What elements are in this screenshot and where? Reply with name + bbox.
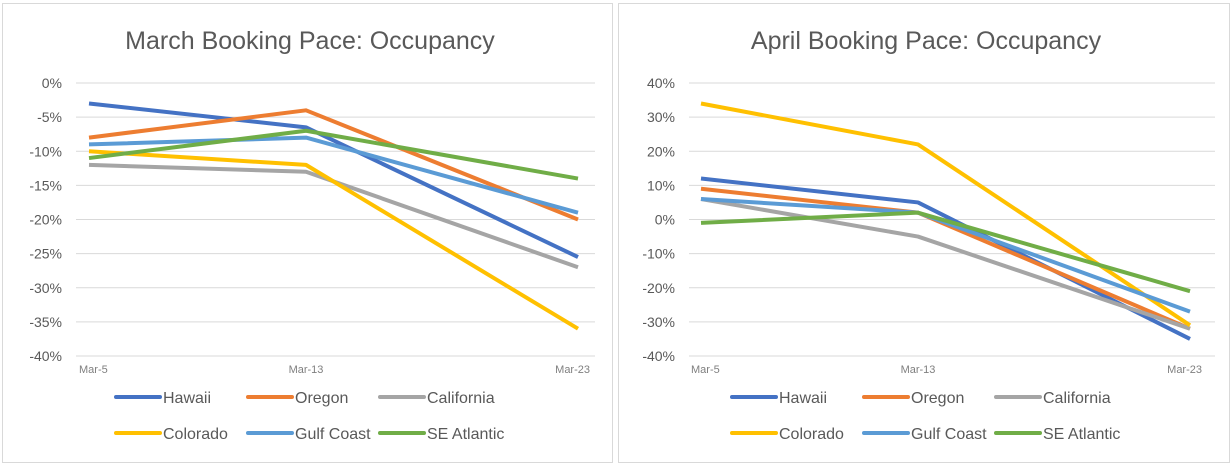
y-tick-label: 0% (42, 75, 62, 91)
y-tick-label: -30% (29, 280, 62, 296)
legend-label: Colorado (779, 426, 844, 443)
legend-label: SE Atlantic (427, 426, 504, 443)
y-tick-label: -15% (29, 177, 62, 193)
y-tick-label: -10% (29, 143, 62, 159)
x-tick-label: Mar-23 (1167, 364, 1202, 376)
y-tick-label: 30% (647, 109, 675, 125)
x-tick-label: Mar-5 (691, 364, 720, 376)
y-tick-label: -5% (37, 109, 62, 125)
y-tick-label: -10% (642, 246, 675, 262)
chart-title: April Booking Pace: Occupancy (751, 27, 1102, 55)
y-tick-label: 40% (647, 75, 675, 91)
legend-label: Gulf Coast (911, 426, 987, 443)
legend-label: Oregon (295, 390, 348, 407)
series-line-california (700, 197, 1191, 331)
april-chart: April Booking Pace: Occupancy 40% 30% 20% 10… (618, 3, 1230, 463)
legend-label: Hawaii (163, 390, 211, 407)
series-line-hawaii (88, 101, 579, 259)
y-tick-label: -40% (642, 348, 675, 364)
x-tick-label: Mar-13 (289, 364, 324, 376)
series-line-hawaii (700, 176, 1191, 341)
legend-label: California (1043, 390, 1111, 407)
legend-label: SE Atlantic (1043, 426, 1120, 443)
y-tick-label: -25% (29, 246, 62, 262)
legend-label: California (427, 390, 495, 407)
series-line-colorado (88, 149, 580, 331)
legend-label: Oregon (911, 390, 964, 407)
y-tick-label: -20% (642, 280, 675, 296)
march-chart: March Booking Pace: Occupancy 0% -5% -10% -1… (2, 3, 613, 463)
y-tick-label: -35% (29, 314, 62, 330)
series-line-se-atlantic (700, 210, 1191, 294)
x-tick-label: Mar-5 (79, 364, 108, 376)
legend-label: Gulf Coast (295, 426, 371, 443)
series-line-se-atlantic (88, 128, 579, 181)
x-tick-label: Mar-23 (555, 364, 590, 376)
april-chart-svg: April Booking Pace: Occupancy 40% 30% 20% 10… (642, 27, 1215, 443)
legend-label: Colorado (163, 426, 228, 443)
y-tick-label: 10% (647, 177, 675, 193)
series-line-gulf-coast (88, 135, 579, 215)
series-line-oregon (88, 108, 579, 222)
y-tick-label: 0% (655, 212, 675, 228)
y-tick-label: -30% (642, 314, 675, 330)
chart-title: March Booking Pace: Occupancy (125, 27, 495, 55)
legend-label: Hawaii (779, 390, 827, 407)
series-line-california (88, 162, 579, 270)
x-tick-label: Mar-13 (901, 364, 936, 376)
y-tick-label: -40% (29, 348, 62, 364)
y-tick-label: -20% (29, 212, 62, 228)
y-tick-label: 20% (647, 143, 675, 159)
march-chart-svg: March Booking Pace: Occupancy 0% -5% -10% -1… (29, 27, 595, 443)
